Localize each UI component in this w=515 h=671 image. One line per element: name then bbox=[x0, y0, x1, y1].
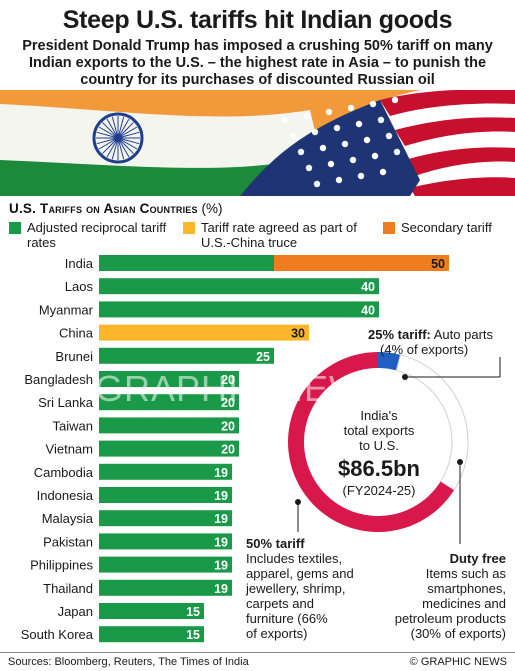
bar bbox=[99, 533, 232, 550]
watermark: GRAPHIC NEWS bbox=[95, 368, 390, 409]
value-label: 25 bbox=[256, 350, 270, 364]
value-label: 19 bbox=[214, 512, 228, 526]
category-label: Indonesia bbox=[37, 488, 94, 503]
donut-slice bbox=[378, 352, 401, 371]
category-label: Pakistan bbox=[43, 534, 93, 549]
bar bbox=[99, 603, 204, 619]
donut-center: India's total exports to U.S. $86.5bn (F… bbox=[329, 408, 429, 498]
bar bbox=[99, 255, 274, 271]
total-exports-value: $86.5bn bbox=[338, 456, 420, 481]
value-label: 15 bbox=[186, 628, 200, 642]
value-label: 20 bbox=[221, 396, 235, 410]
page-title: Steep U.S. tariffs hit Indian goods bbox=[62, 6, 453, 34]
category-label: Malaysia bbox=[42, 511, 94, 526]
bar bbox=[99, 278, 379, 295]
value-label: 30 bbox=[291, 327, 305, 341]
bar bbox=[99, 556, 232, 573]
bar bbox=[99, 463, 232, 480]
category-label: South Korea bbox=[21, 627, 94, 642]
annotation-duty-free: Duty free Items such as smartphones, med… bbox=[394, 551, 506, 641]
leader-dot bbox=[457, 459, 463, 465]
category-label: Myanmar bbox=[39, 302, 94, 317]
tariff-bar-chart: India 50 Laos 40 Myanmar 40 China 30 Brunei 25 Ban… bbox=[21, 255, 501, 643]
category-label: Taiwan bbox=[53, 418, 93, 433]
category-label: Sri Lanka bbox=[38, 395, 94, 410]
category-label: Cambodia bbox=[34, 465, 94, 480]
value-label: 19 bbox=[214, 582, 228, 596]
bar bbox=[274, 255, 449, 271]
category-label: Japan bbox=[58, 604, 93, 619]
donut-slice bbox=[395, 354, 469, 491]
page-subtitle: President Donald Trump has imposed a cru… bbox=[22, 38, 493, 88]
category-label: Thailand bbox=[43, 581, 93, 596]
category-label: Philippines bbox=[30, 558, 93, 573]
legend-swatch bbox=[383, 222, 395, 234]
bar bbox=[99, 301, 379, 318]
value-label: 15 bbox=[186, 605, 200, 619]
bar bbox=[99, 510, 232, 527]
annotation-25-tariff: 25% tariff: Auto parts (4% of exports) bbox=[368, 327, 494, 357]
footer: Sources: Bloomberg, Reuters, The Times o… bbox=[0, 652, 515, 671]
annotation-50-tariff: 50% tariff Includes textiles, apparel, g… bbox=[246, 536, 354, 641]
value-label: 19 bbox=[214, 535, 228, 549]
bar bbox=[99, 626, 204, 643]
bar bbox=[99, 324, 309, 341]
bar bbox=[99, 417, 239, 434]
category-label: Brunei bbox=[55, 349, 93, 364]
leader-dot bbox=[402, 374, 408, 380]
leader-dot bbox=[295, 499, 301, 505]
category-label: Bangladesh bbox=[24, 372, 93, 387]
chart-title: U.S. Tariffs on Asian Countries (%) bbox=[9, 201, 223, 216]
category-label: China bbox=[59, 326, 94, 341]
bar bbox=[99, 487, 232, 503]
value-label: 40 bbox=[361, 280, 375, 294]
category-label: India bbox=[65, 256, 94, 271]
legend-swatch bbox=[9, 222, 21, 234]
value-label: 20 bbox=[221, 373, 235, 387]
value-label: 20 bbox=[221, 443, 235, 457]
value-label: 19 bbox=[214, 559, 228, 573]
category-label: Laos bbox=[65, 279, 94, 294]
flag-illustration bbox=[0, 90, 515, 196]
bar bbox=[99, 440, 239, 457]
credit: © GRAPHIC NEWS bbox=[409, 656, 507, 668]
bar bbox=[99, 371, 239, 387]
value-label: 40 bbox=[361, 303, 375, 317]
legend-swatch bbox=[183, 222, 195, 234]
value-label: 19 bbox=[214, 489, 228, 503]
value-label: 19 bbox=[214, 466, 228, 480]
category-label: Vietnam bbox=[46, 442, 93, 457]
sources: Sources: Bloomberg, Reuters, The Times o… bbox=[8, 656, 249, 668]
value-label: 50 bbox=[431, 257, 445, 271]
bar bbox=[99, 394, 239, 411]
bar bbox=[99, 347, 274, 364]
value-label: 20 bbox=[221, 419, 235, 433]
bar bbox=[99, 579, 232, 596]
